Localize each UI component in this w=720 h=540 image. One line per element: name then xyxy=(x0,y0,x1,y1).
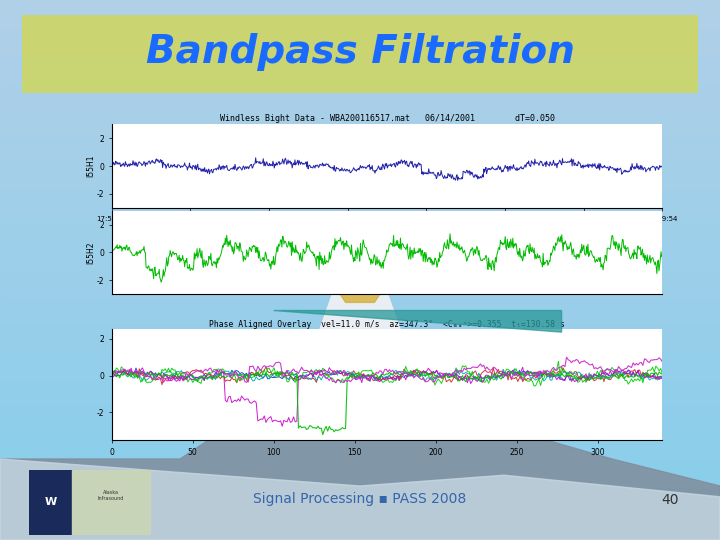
Polygon shape xyxy=(274,310,562,332)
Polygon shape xyxy=(302,216,418,405)
Bar xyxy=(0,378,720,405)
Bar xyxy=(72,470,151,535)
Bar xyxy=(0,432,720,459)
Title: Phase Aligned Overlay  vel=11.0 m/s  az=347.3°  <Cₘₐˣ>=0.355  tₜ=130.58 s: Phase Aligned Overlay vel=11.0 m/s az=34… xyxy=(209,320,565,329)
Text: Signal Processing ▪ PASS 2008: Signal Processing ▪ PASS 2008 xyxy=(253,492,467,507)
Bar xyxy=(0,243,720,270)
Bar xyxy=(0,162,720,189)
Bar xyxy=(0,216,720,243)
Bar xyxy=(0,189,720,216)
Y-axis label: I55H2: I55H2 xyxy=(86,241,95,264)
Text: Bandpass Filtration: Bandpass Filtration xyxy=(145,33,575,71)
Title: Windless Bight Data - WBA200116517.mat   06/14/2001        dT=0.050: Windless Bight Data - WBA200116517.mat 0… xyxy=(220,114,554,124)
Bar xyxy=(0,27,720,54)
Bar xyxy=(0,0,720,27)
Bar xyxy=(0,270,720,297)
Polygon shape xyxy=(331,216,389,302)
Text: W: W xyxy=(45,497,57,507)
Polygon shape xyxy=(0,459,720,540)
Bar xyxy=(29,470,72,535)
Bar xyxy=(0,459,720,486)
Y-axis label: I55H1: I55H1 xyxy=(86,155,95,177)
Bar xyxy=(0,405,720,432)
Bar xyxy=(0,351,720,378)
Bar xyxy=(0,513,720,540)
Bar xyxy=(0,54,720,81)
Polygon shape xyxy=(0,216,720,540)
Bar xyxy=(0,108,720,135)
Bar xyxy=(0,324,720,351)
Bar xyxy=(0,135,720,162)
Bar xyxy=(0,81,720,108)
Text: Alaska
Infrasound: Alaska Infrasound xyxy=(98,490,124,501)
Bar xyxy=(0,486,720,513)
Bar xyxy=(0,297,720,324)
Text: 40: 40 xyxy=(661,492,678,507)
